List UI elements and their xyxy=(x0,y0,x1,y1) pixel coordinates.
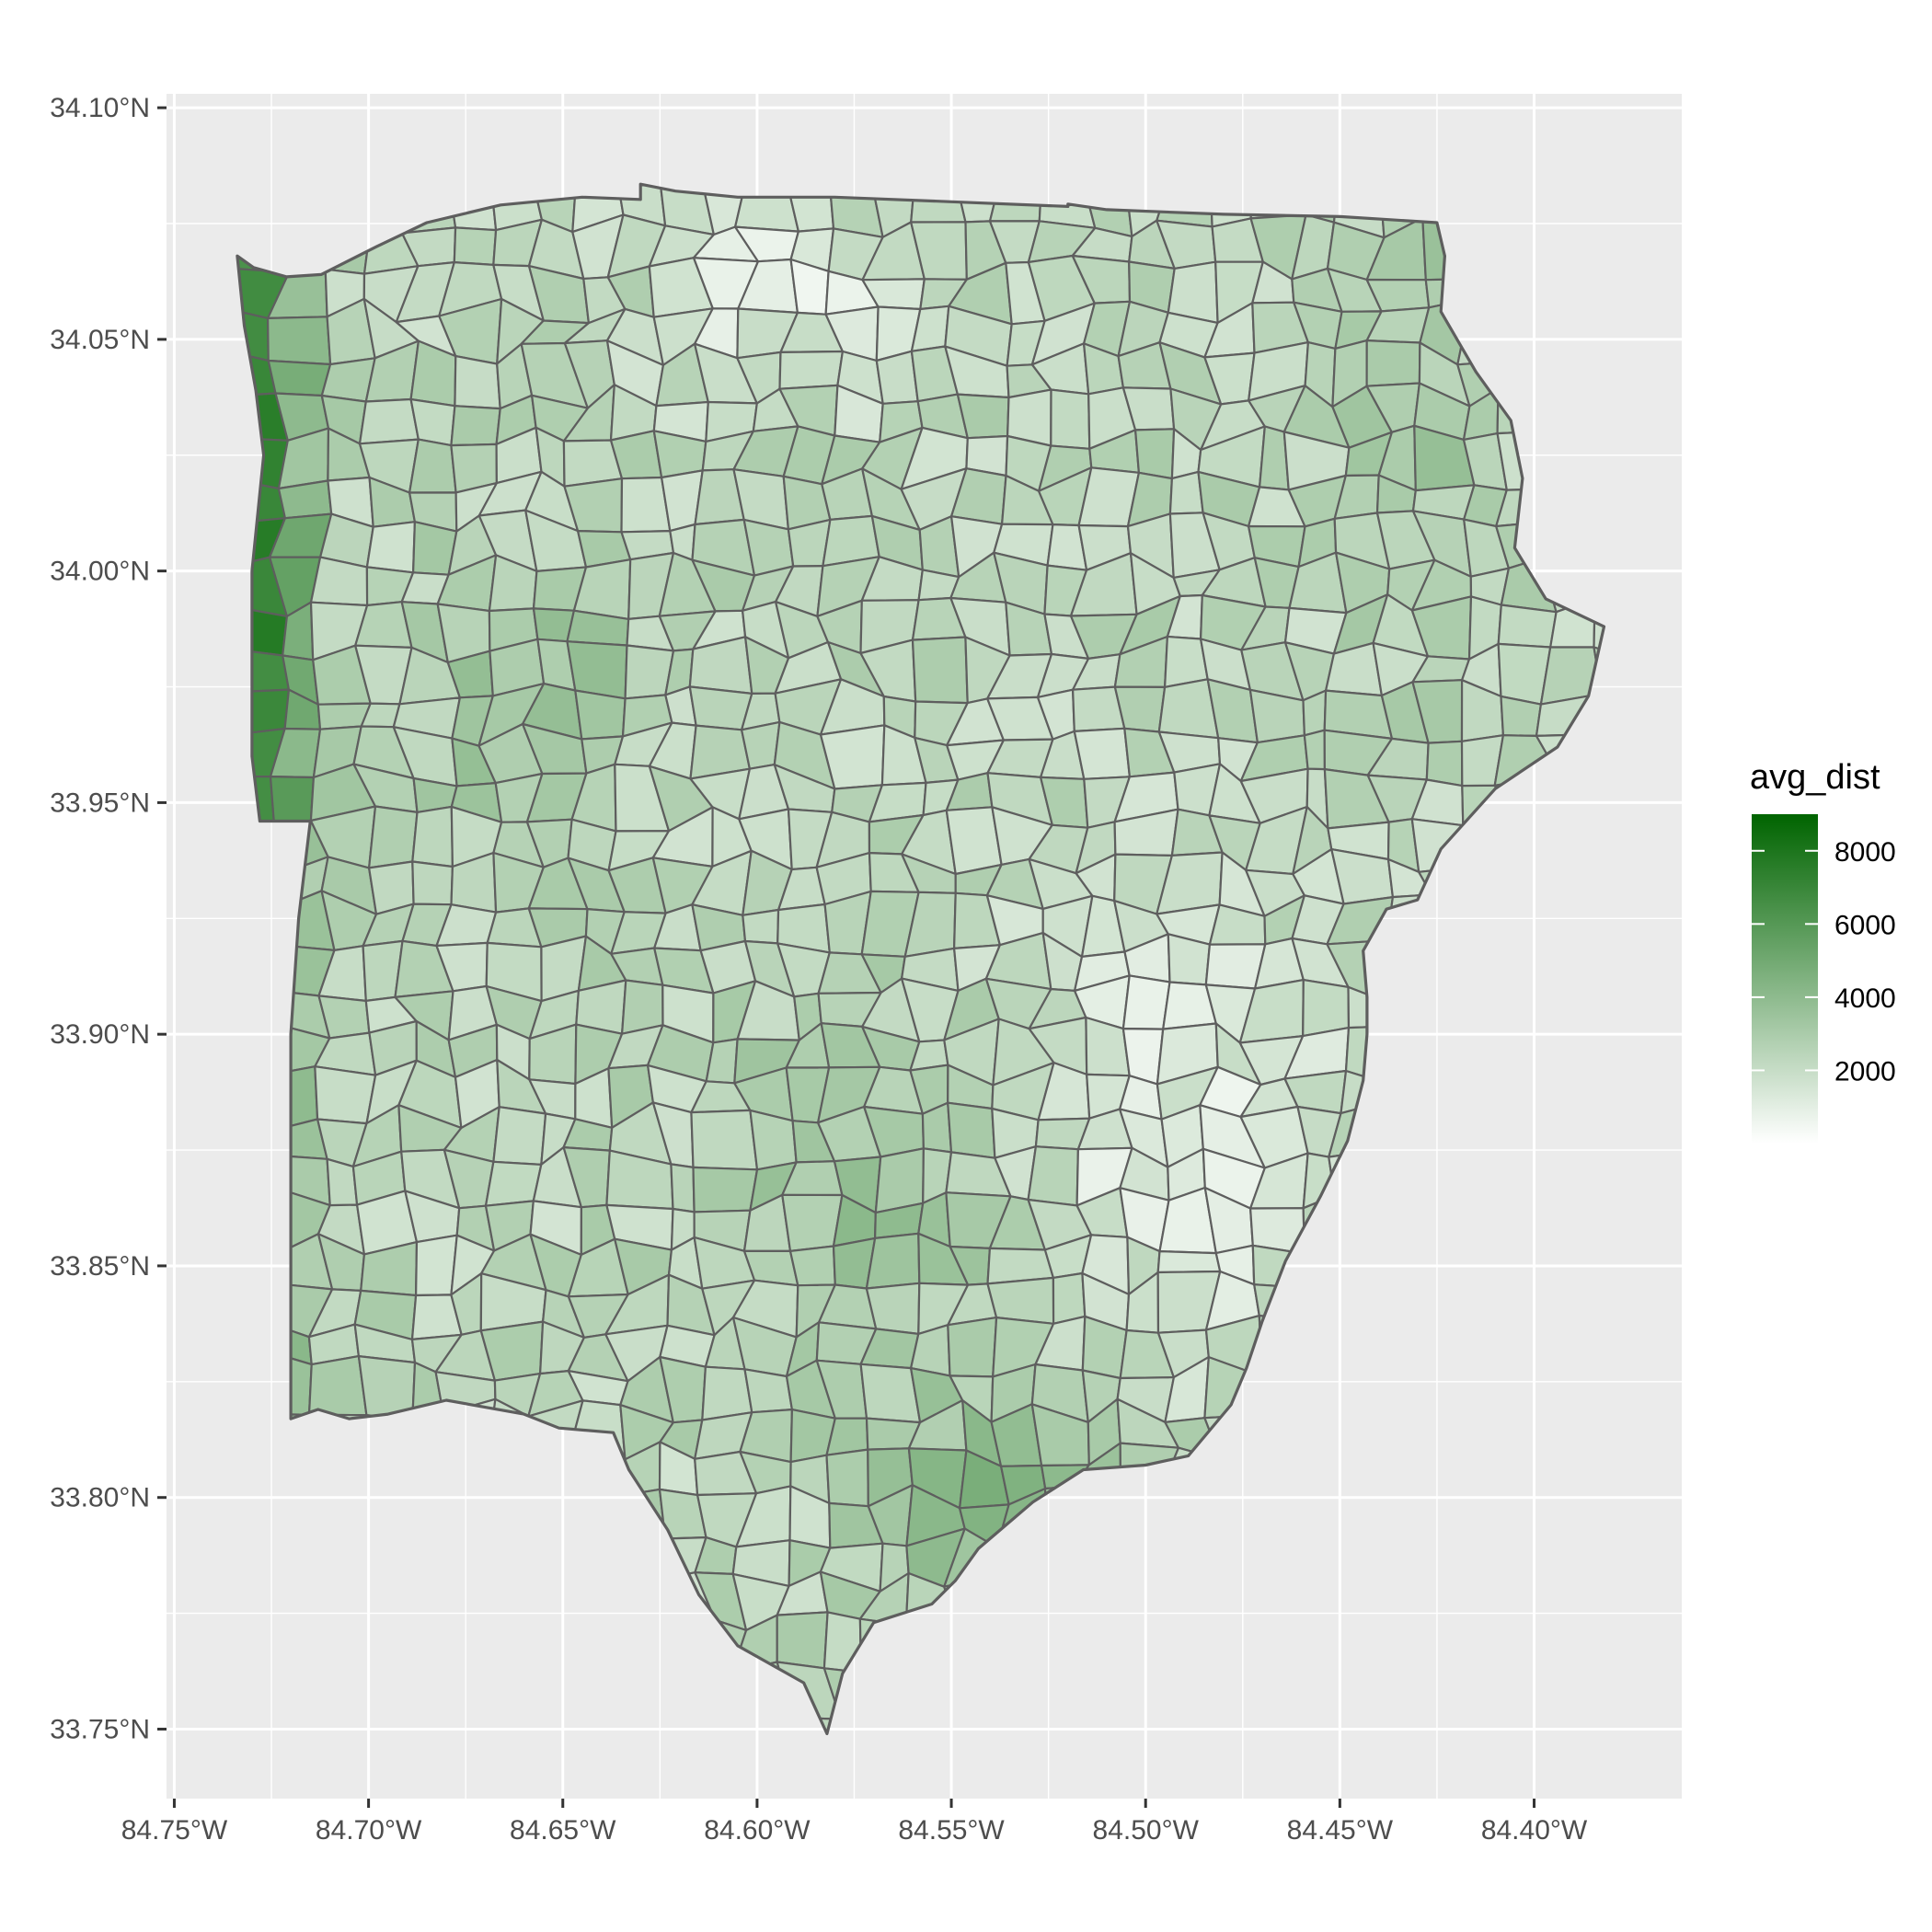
x-tick-label: 84.40°W xyxy=(1481,1815,1588,1846)
region-polygon xyxy=(1050,388,1091,450)
region-polygon xyxy=(692,1166,759,1213)
region-polygon xyxy=(911,636,969,705)
region-polygon xyxy=(865,1232,921,1290)
region-polygon xyxy=(408,438,457,494)
region-polygon xyxy=(1302,979,1351,1038)
region-polygon xyxy=(269,776,315,824)
y-tick-label: 33.95°N xyxy=(50,788,150,818)
region-polygon xyxy=(454,355,501,410)
region-polygon xyxy=(1303,729,1326,771)
region-polygon xyxy=(701,1365,753,1421)
y-tick-label: 33.85°N xyxy=(50,1251,150,1282)
region-polygon xyxy=(825,1448,869,1508)
region-polygon xyxy=(1156,1250,1222,1274)
region-polygon xyxy=(450,405,501,447)
region-polygon xyxy=(1073,727,1131,780)
region-polygon xyxy=(574,689,627,741)
region-polygon xyxy=(365,521,416,574)
region-polygon xyxy=(277,479,333,520)
x-tick-label: 84.60°W xyxy=(704,1815,811,1846)
region-polygon xyxy=(368,805,419,869)
x-tick-label: 84.45°W xyxy=(1287,1815,1394,1846)
axes: 84.75°W 84.70°W 84.65°W 84.60°W 84.55°W 84.50… xyxy=(50,93,1588,1846)
y-tick-label: 34.10°N xyxy=(50,93,150,123)
y-tick-label: 34.05°N xyxy=(50,325,150,355)
region-polygon xyxy=(453,226,498,266)
region-polygon xyxy=(1052,1271,1087,1325)
region-polygon xyxy=(411,805,454,868)
legend-label: 4000 xyxy=(1834,983,1896,1014)
region-polygon xyxy=(778,350,844,390)
y-tick-label: 33.90°N xyxy=(50,1019,150,1050)
region-polygon xyxy=(1121,974,1171,1030)
region-polygon xyxy=(670,1163,696,1213)
legend-label: 6000 xyxy=(1834,910,1896,940)
y-tick-label: 33.75°N xyxy=(50,1714,150,1744)
region-polygon xyxy=(742,908,780,945)
region-polygon xyxy=(358,397,420,445)
region-polygon xyxy=(788,1245,836,1287)
region-polygon xyxy=(956,393,1010,440)
region-polygon xyxy=(1365,339,1421,387)
region-polygon xyxy=(307,1355,368,1417)
region-polygon xyxy=(865,1282,921,1335)
region-polygon xyxy=(267,316,332,366)
legend-colorbar xyxy=(1752,814,1818,1144)
x-tick-label: 84.55°W xyxy=(898,1815,1005,1846)
x-tick-label: 84.50°W xyxy=(1093,1815,1200,1846)
county-boundary xyxy=(236,182,1606,1736)
region-polygon xyxy=(776,1611,829,1670)
region-polygon xyxy=(947,1317,998,1378)
region-polygon xyxy=(749,1109,798,1171)
y-tick-label: 34.00°N xyxy=(50,557,150,587)
region-polygon xyxy=(1593,597,1604,661)
region-polygon xyxy=(874,1147,925,1214)
region-polygon xyxy=(1497,604,1558,649)
region-polygon xyxy=(947,1101,996,1159)
region-polygon xyxy=(492,1106,547,1166)
region-polygon xyxy=(690,1109,759,1171)
x-tick-label: 84.75°W xyxy=(121,1815,228,1846)
region-polygon xyxy=(1134,428,1176,480)
region-polygon xyxy=(415,1234,458,1297)
x-tick-label: 84.70°W xyxy=(316,1815,422,1846)
region-polygon xyxy=(309,556,369,607)
legend-title: avg_dist xyxy=(1750,758,1880,797)
legend-label: 2000 xyxy=(1834,1056,1896,1087)
region-polygon xyxy=(411,860,454,906)
region-polygon xyxy=(1027,1145,1079,1207)
region-polygon xyxy=(1425,740,1464,788)
region-polygon xyxy=(314,1065,377,1125)
region-polygon xyxy=(1500,695,1542,737)
legend: avg_dist 8000 6000 4000 2000 xyxy=(1750,758,1896,1144)
y-tick-label: 33.80°N xyxy=(50,1483,150,1513)
legend-label: 8000 xyxy=(1834,837,1896,868)
x-tick-label: 84.65°W xyxy=(510,1815,616,1846)
region-polygon xyxy=(743,1368,793,1414)
region-polygon xyxy=(267,359,332,397)
